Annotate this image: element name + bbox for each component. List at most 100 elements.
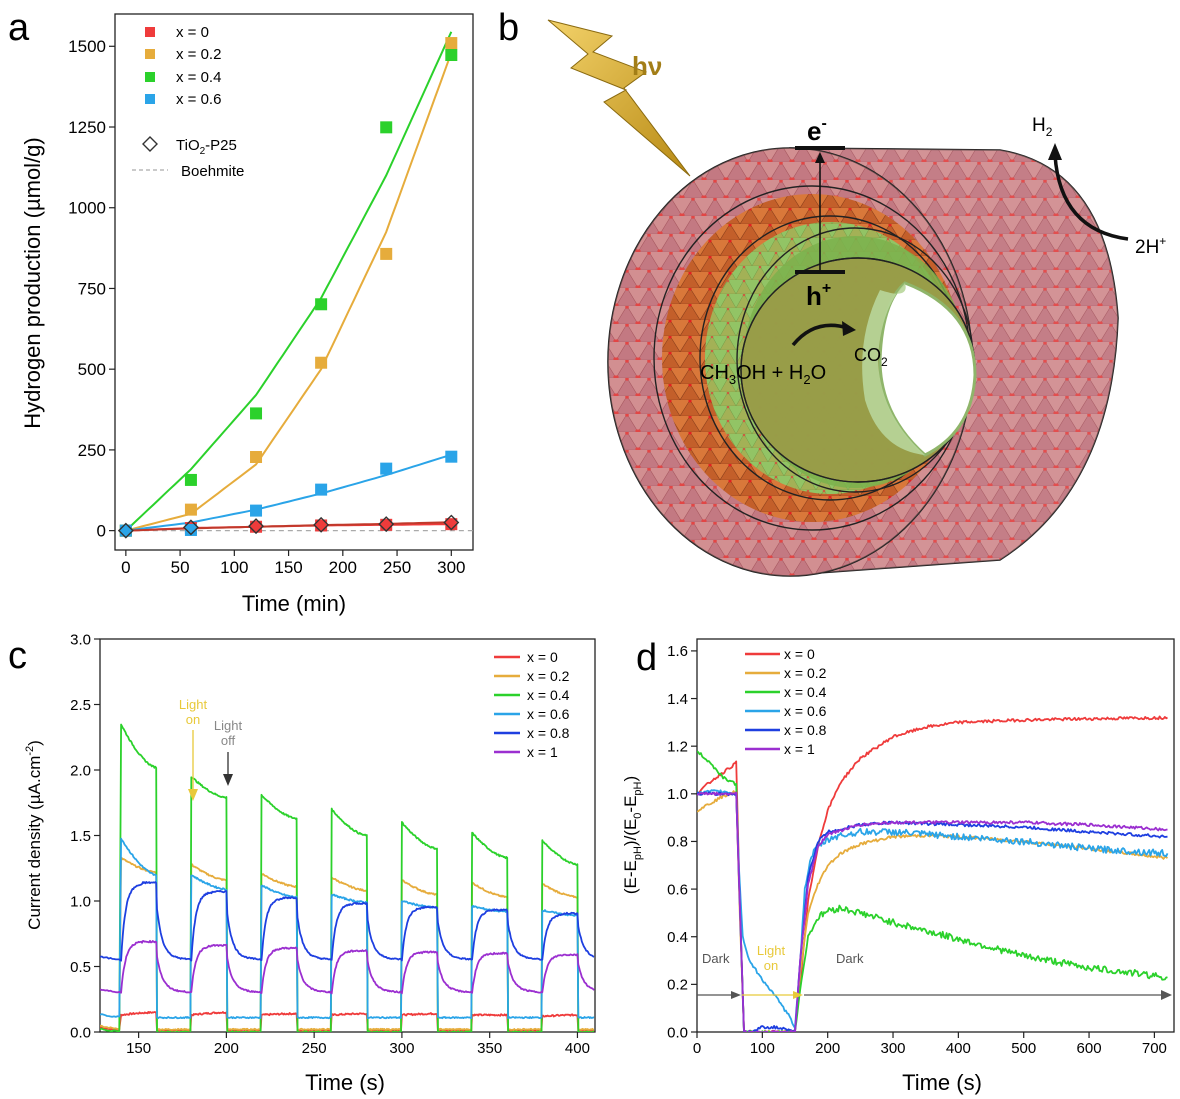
arrow-head-icon	[188, 789, 198, 801]
series-line	[697, 750, 1168, 1032]
legend-label: TiO2-P25	[176, 137, 237, 157]
x-tick-label: 200	[815, 1040, 840, 1057]
panel-letter-b: b	[498, 7, 519, 49]
legend-swatch	[145, 94, 155, 104]
light-off-annotation: Light off	[214, 718, 243, 786]
panel-d-chart: 0 100 200 300 400 500 600 700 0.0 0.2 0.4 0.6 0.8 1.0…	[621, 638, 1175, 1095]
data-point	[184, 503, 197, 516]
data-point	[184, 523, 197, 536]
plot-frame	[114, 13, 474, 551]
x-tick-label: 0	[693, 1040, 701, 1057]
panel-letter-c: c	[8, 635, 27, 677]
annotation-text: Light	[214, 718, 243, 733]
data-point	[378, 516, 395, 533]
y-tick-label: 2.5	[70, 697, 91, 714]
series-line	[697, 791, 1168, 1032]
y-tick-label: 2.0	[70, 762, 91, 779]
annotation-text: Dark	[836, 951, 864, 966]
x-axis-title: Time (s)	[902, 1070, 982, 1095]
legend-label: Boehmite	[181, 163, 244, 180]
data-point	[380, 247, 393, 260]
panel-a-chart: 0 50 100 150 200 250 300 0 250 500 750 1000 1250 1500…	[20, 13, 474, 616]
y-tick-label: 1.0	[667, 786, 688, 803]
x-tick-label: 350	[477, 1040, 502, 1057]
annotation-text: Dark	[702, 951, 730, 966]
y-tick-label: 0	[97, 522, 106, 541]
x-tick-label: 400	[946, 1040, 971, 1057]
legend-swatch	[145, 72, 155, 82]
x-tick-label: 50	[171, 558, 190, 577]
y-tick-label: 750	[78, 279, 106, 298]
core-shadow	[862, 283, 925, 455]
y-tick-label: 0.0	[667, 1024, 688, 1041]
photon-label: hν	[632, 51, 662, 81]
y-tick-label: 500	[78, 360, 106, 379]
legend-label: x = 0.2	[784, 665, 827, 681]
arrow-head-icon	[815, 152, 825, 163]
x-axis-title: Time (min)	[242, 591, 346, 616]
x-tick-label: 150	[274, 558, 302, 577]
legend-label: x = 0.8	[527, 725, 570, 741]
fit-curve	[125, 52, 453, 532]
arrow-head-icon	[842, 321, 856, 336]
legend-label: x = 0.6	[527, 706, 570, 722]
x-tick-label: 300	[437, 558, 465, 577]
arrow-head-icon	[223, 774, 233, 786]
legend-label: x = 0.2	[176, 46, 221, 63]
x-tick-label: 200	[214, 1040, 239, 1057]
x-tick-label: 250	[383, 558, 411, 577]
series-line	[100, 856, 595, 1031]
reactant-label: CH3OH + H2O	[700, 362, 826, 387]
y-tick-label: 3.0	[70, 631, 91, 648]
annotation-text: off	[221, 733, 236, 748]
y-tick-label: 0.0	[70, 1024, 91, 1041]
fit-curve	[125, 31, 453, 532]
axis-ticks: 150 200 250 300 350 400 0.0 0.5 1.0 1.5 2.0 2.5 3.0	[70, 631, 590, 1057]
data-point	[119, 524, 132, 537]
proton-label: 2H+	[1135, 234, 1166, 258]
plot-frame	[99, 638, 596, 1033]
annotation-text: Light	[179, 697, 208, 712]
series-lines	[100, 723, 595, 1032]
x-tick-label: 0	[121, 558, 130, 577]
lightning-bolt-icon	[547, 19, 691, 177]
y-axis-title: Current density (µA.cm-2)	[24, 740, 44, 930]
y-tick-label: 250	[78, 441, 106, 460]
data-point	[315, 298, 328, 311]
series-line	[100, 939, 595, 995]
y-tick-label: 0.2	[667, 977, 688, 994]
data-point	[445, 49, 458, 62]
data-point	[248, 518, 265, 535]
series-line	[100, 1011, 595, 1032]
legend-label: x = 0.4	[176, 69, 221, 86]
legend-label: x = 0	[784, 646, 815, 662]
legend-label: x = 0.4	[527, 687, 570, 703]
panel-c-chart: 150 200 250 300 350 4000.00.51.01.52.02.53.0 …	[24, 631, 596, 1095]
y-axis-title: (E-EpH)/(E0-EpH)	[621, 776, 644, 894]
data-point	[250, 504, 263, 517]
series-lines	[697, 715, 1169, 1032]
series-line	[100, 837, 595, 1020]
y-axis-title: Hydrogen production (µmol/g)	[20, 137, 45, 428]
y-tick-label: 0.6	[667, 881, 688, 898]
legend: x = 0 x = 0.2 x = 0.4 x = 0.6 TiO2-P25 B…	[132, 24, 244, 180]
y-tick-label: 0.8	[667, 834, 688, 851]
legend-label: x = 1	[784, 741, 815, 757]
axis-ticks: 0 50 100 150 200 250 300 0 250 500 750 1000 1250 1500	[68, 37, 465, 577]
data-point	[315, 356, 328, 369]
series-line	[697, 790, 1169, 1032]
x-axis-title: Time (s)	[305, 1070, 385, 1095]
legend-label: x = 0.4	[784, 684, 827, 700]
data-point	[313, 516, 330, 533]
electron-label: e-	[807, 115, 827, 146]
fit-curve	[125, 521, 452, 532]
y-tick-label: 1.4	[667, 691, 688, 708]
panel-b-schematic: hν e- h+ CH3OH + H2O CO2 H2 2H+	[547, 19, 1166, 577]
x-tick-label: 100	[220, 558, 248, 577]
annotation-text: on	[186, 712, 200, 727]
arrow-head-icon	[1161, 990, 1172, 1000]
arrow-head-icon	[793, 991, 803, 999]
y-tick-label: 1250	[68, 118, 106, 137]
x-tick-label: 200	[329, 558, 357, 577]
x-tick-label: 100	[750, 1040, 775, 1057]
